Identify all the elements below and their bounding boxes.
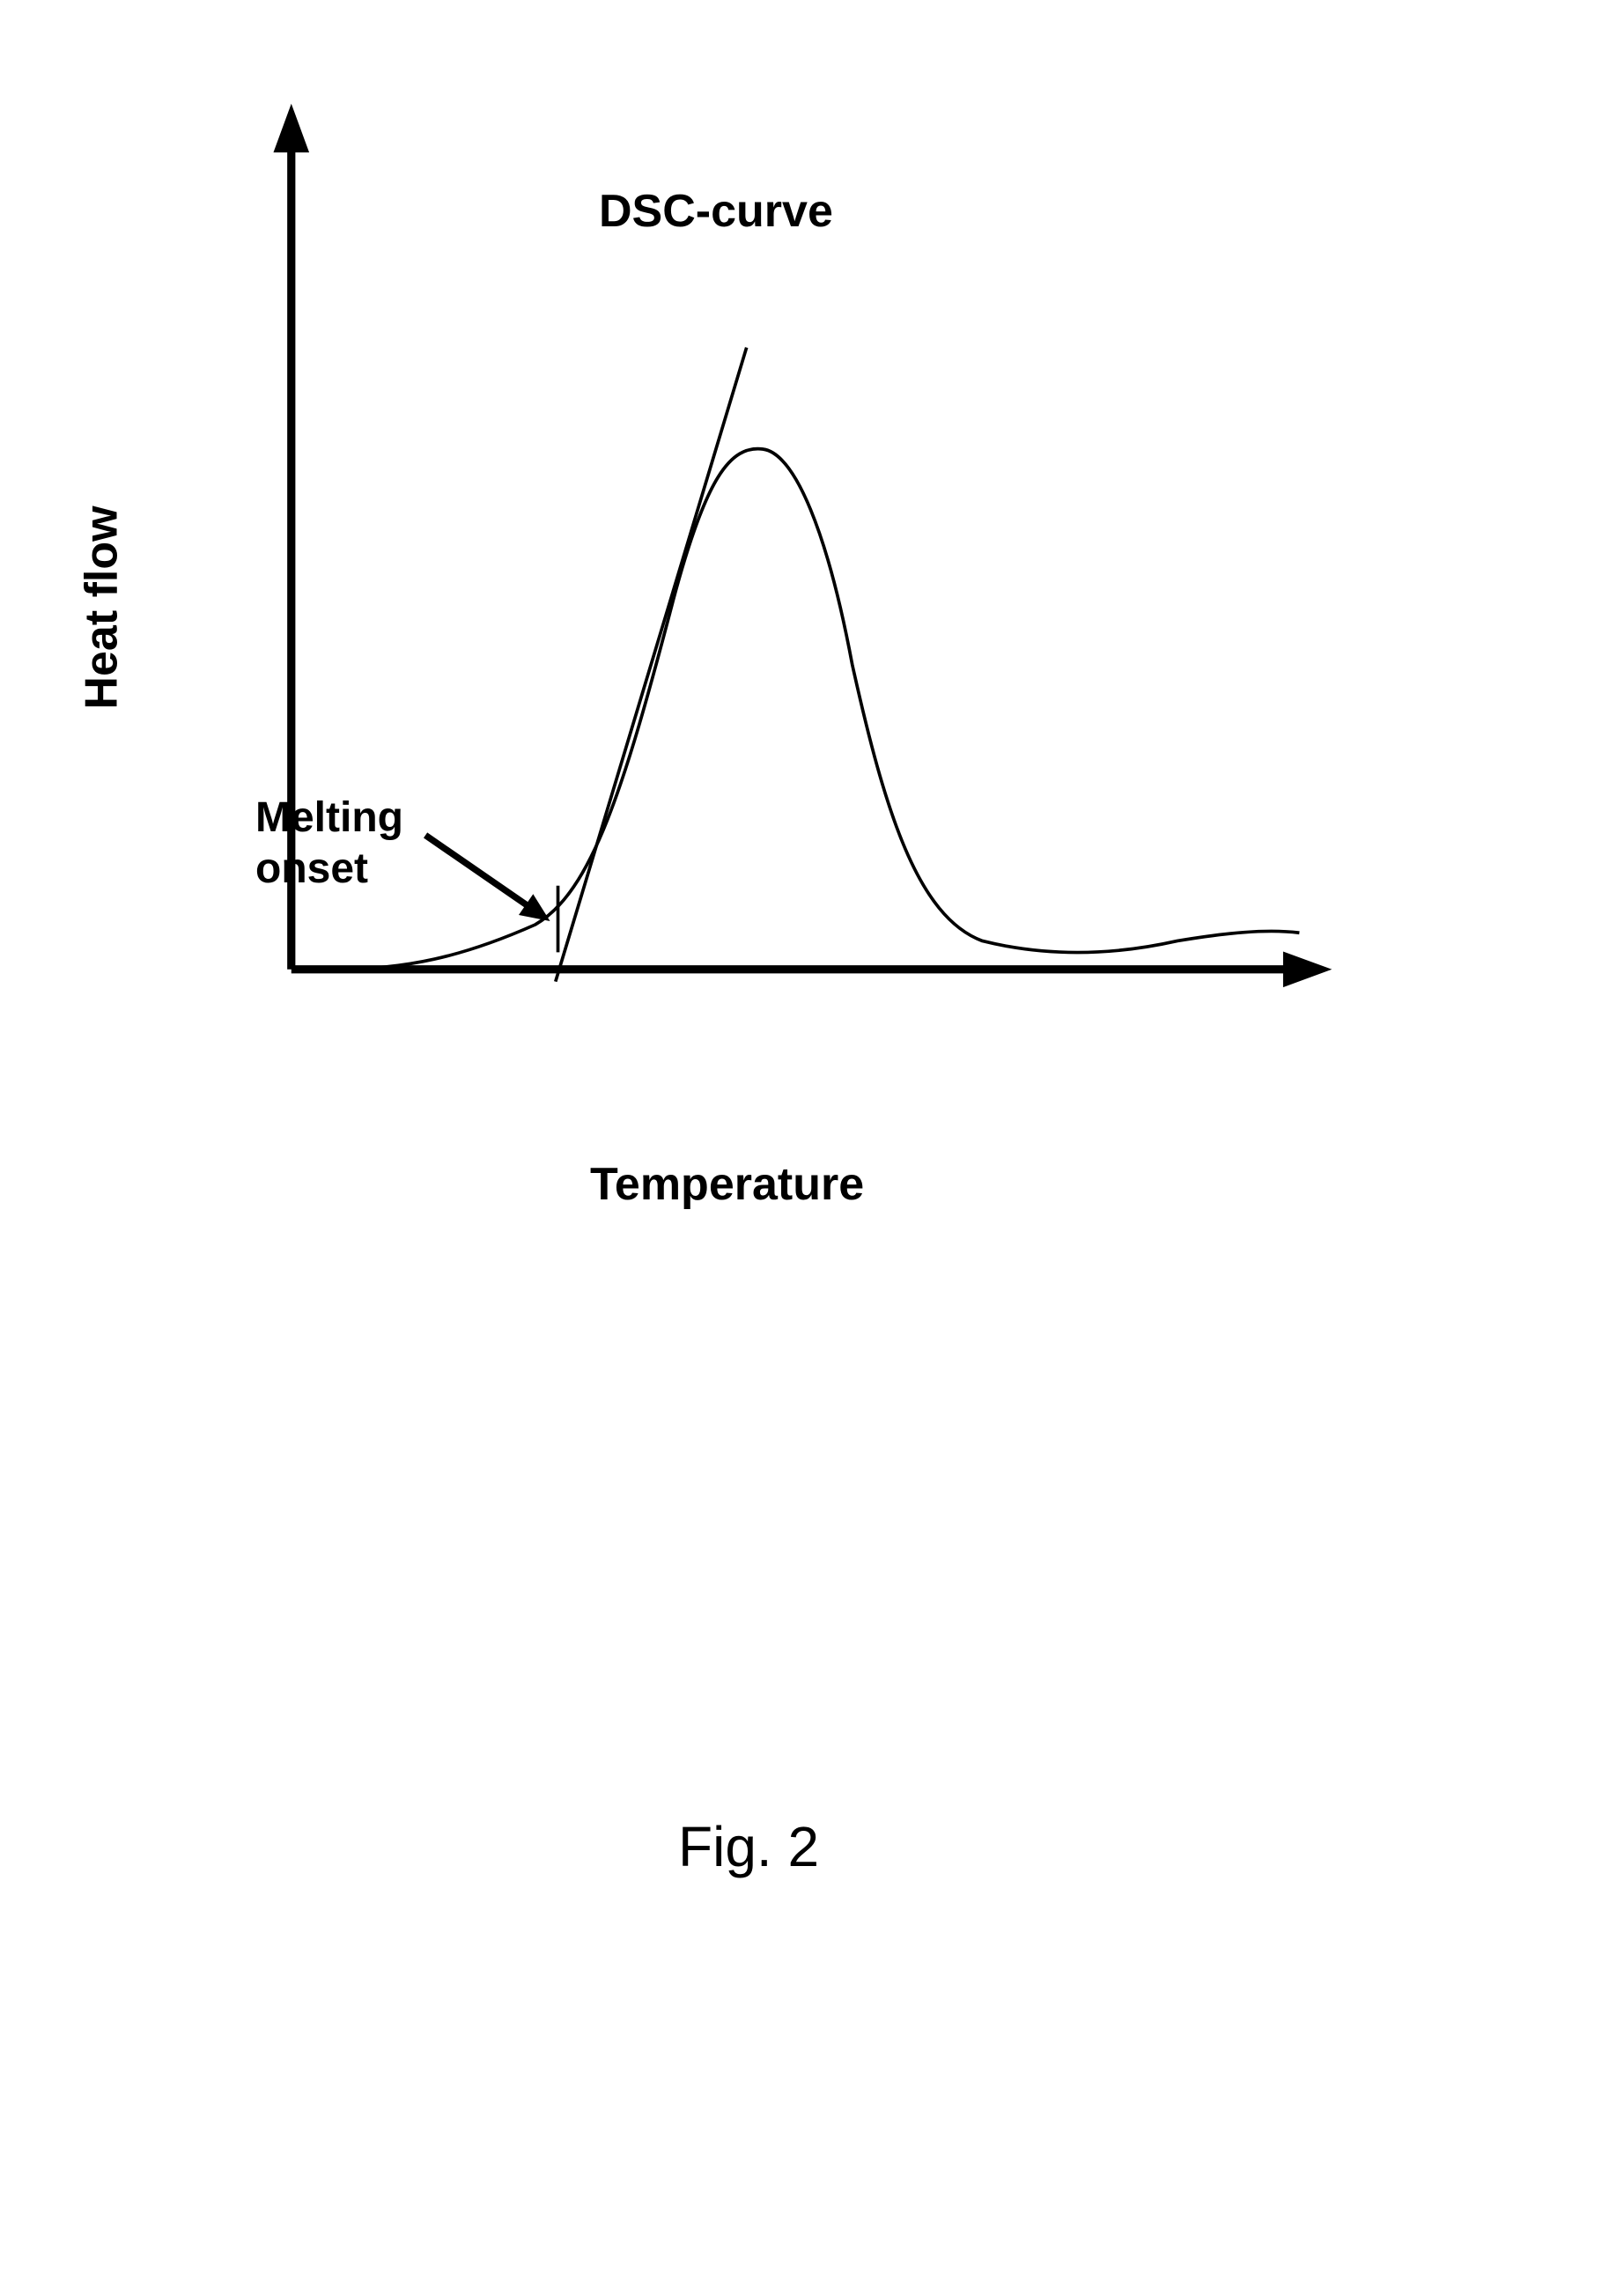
annotation-line2: onset <box>255 845 368 892</box>
chart-svg <box>53 79 1391 1136</box>
y-axis-arrowhead <box>273 104 309 152</box>
chart-title: DSC-curve <box>599 185 833 238</box>
dsc-chart: DSC-curve Heat flow Temperature Melting … <box>53 79 1391 1136</box>
dsc-curve <box>336 449 1300 970</box>
annotation-arrow-line <box>425 835 543 916</box>
annotation-arrowhead <box>519 894 550 921</box>
figure-label: Fig. 2 <box>678 1814 819 1879</box>
annotation-line1: Melting <box>255 794 403 841</box>
x-axis-arrowhead <box>1283 951 1332 987</box>
melting-onset-label: Melting onset <box>255 793 403 894</box>
tangent-line <box>556 348 747 982</box>
x-axis-label: Temperature <box>590 1158 864 1211</box>
y-axis-label: Heat flow <box>76 505 129 709</box>
